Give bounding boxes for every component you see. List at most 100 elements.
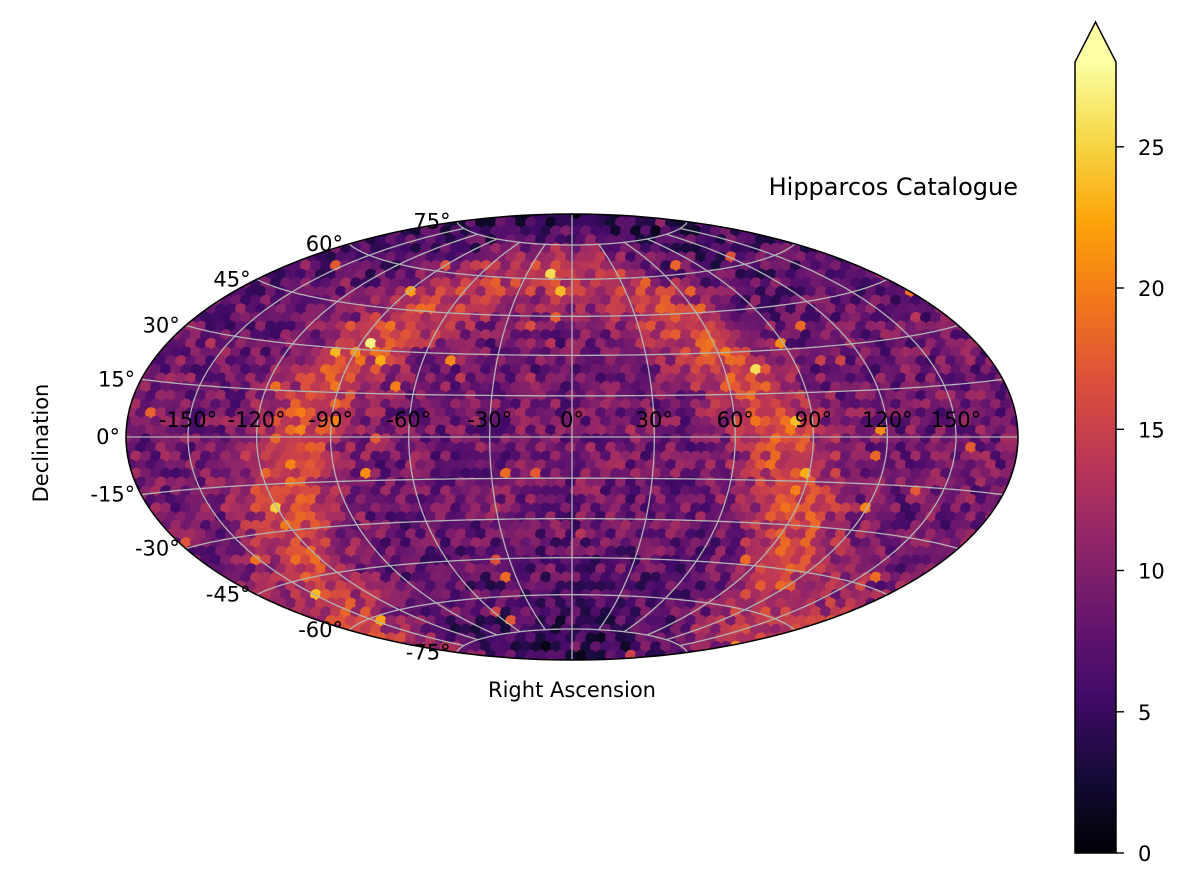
density-bin [195,649,207,660]
dec-tick-label: 60° [306,232,343,256]
density-bin [215,338,227,350]
density-bin [660,225,672,238]
density-bin [735,407,747,420]
density-bin [840,225,852,238]
density-bin [910,225,922,238]
density-bin [170,225,182,238]
density-bin [1005,338,1017,350]
density-bin [980,537,992,549]
density-bin [126,597,137,610]
density-bin [490,415,502,428]
density-bin [1000,554,1012,567]
density-bin [950,623,962,636]
density-bin [285,615,297,627]
density-bin [445,424,457,437]
density-bin [770,415,782,428]
density-bin [440,294,452,307]
density-bin [630,294,642,307]
density-bin [510,225,522,238]
density-bin [770,214,782,220]
density-bin [200,214,212,220]
density-bin [895,390,907,402]
density-bin [655,372,667,385]
density-bin [990,623,1002,636]
density-bin [130,329,142,342]
density-bin [845,407,857,420]
density-bin [845,234,857,246]
density-bin [955,563,967,575]
density-bin [670,277,682,290]
density-bin [645,372,657,385]
density-bin [855,632,867,645]
density-bin [755,390,767,402]
density-bin [470,329,482,342]
density-bin [1000,623,1012,636]
density-bin [500,433,512,446]
density-bin [290,433,302,446]
density-bin [910,606,922,619]
density-bin [335,216,347,229]
density-bin [265,251,277,264]
density-bin [745,320,757,333]
density-bin [255,372,267,385]
density-bin [855,390,867,402]
density-bin [126,312,132,324]
density-bin [960,415,972,428]
density-bin [745,441,757,454]
density-bin [385,649,397,660]
density-bin [335,355,347,368]
density-bin [455,441,467,454]
density-bin [875,234,887,246]
density-bin [370,641,382,653]
density-bin [215,320,227,333]
density-bin [555,441,567,454]
density-bin [275,441,287,454]
density-bin [515,355,527,368]
density-bin [850,641,862,653]
density-bin [465,424,477,437]
density-bin [270,242,282,255]
density-bin [150,294,162,307]
density-bin [270,433,282,446]
density-bin [740,312,752,324]
density-bin [515,303,527,316]
density-bin [195,268,207,281]
density-bin [725,268,737,281]
density-bin [1010,519,1018,532]
density-bin [330,641,342,653]
density-bin [680,398,692,411]
density-bin [695,286,707,298]
density-bin [225,441,237,454]
density-bin [235,355,247,368]
density-bin [295,355,307,368]
density-bin [795,320,807,333]
density-bin [126,216,137,229]
density-bin [126,632,137,645]
density-bin [855,251,867,264]
density-bin [230,242,242,255]
density-bin [265,441,277,454]
density-bin [990,214,1002,220]
density-bin [850,225,862,238]
density-bin [360,415,372,428]
density-bin [840,415,852,428]
density-bin [720,398,732,411]
density-bin [385,372,397,385]
density-bin [895,407,907,420]
density-bin [180,641,192,653]
density-bin [1000,260,1012,272]
density-bin [570,312,582,324]
density-bin [245,286,257,298]
density-bin [190,606,202,619]
density-bin [890,242,902,255]
density-bin [635,216,647,229]
density-bin [245,303,257,316]
density-bin [230,294,242,307]
density-bin [475,338,487,350]
density-bin [565,303,577,316]
density-bin [190,623,202,636]
density-bin [580,364,592,376]
density-bin [780,260,792,272]
density-bin [910,214,922,220]
density-bin [315,407,327,420]
